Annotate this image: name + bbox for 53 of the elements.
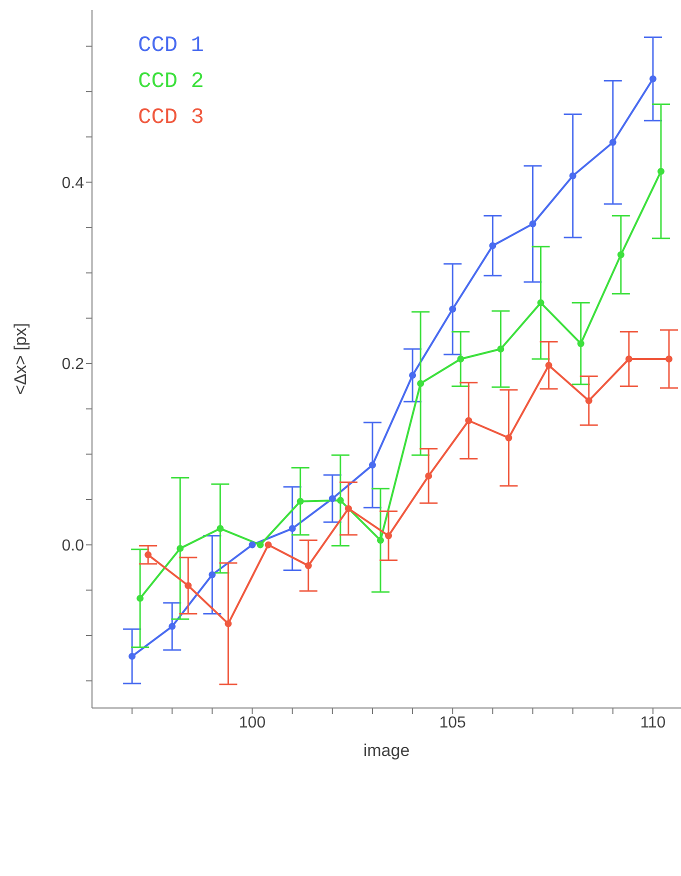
point: [649, 75, 656, 82]
y-tick-label: 0.0: [62, 538, 84, 555]
point: [617, 251, 624, 258]
point: [288, 525, 296, 532]
text: CCD 1: [138, 32, 204, 60]
x-tick-label: 100: [238, 714, 266, 732]
point: [136, 594, 144, 602]
point: [184, 582, 192, 590]
point: [577, 340, 584, 348]
point: [344, 505, 352, 512]
x-axis-title: image: [363, 741, 410, 760]
point: [176, 544, 184, 552]
point: [545, 362, 552, 369]
point: [529, 220, 536, 228]
point: [449, 306, 456, 313]
y-tick-label: 0.4: [62, 174, 84, 192]
point: [336, 496, 344, 504]
point: [328, 495, 336, 502]
point: [208, 571, 216, 578]
point: [625, 356, 632, 362]
point: [417, 380, 424, 387]
point: [569, 172, 576, 180]
point: [216, 525, 224, 532]
point: [296, 498, 304, 505]
point: [144, 551, 152, 558]
point: [368, 462, 376, 469]
point: [128, 652, 136, 660]
text: CCD 3: [138, 104, 204, 132]
point: [465, 417, 472, 424]
point: [457, 356, 464, 362]
point: [168, 622, 176, 630]
point: [505, 434, 512, 442]
point: [224, 620, 232, 628]
point: [585, 397, 592, 404]
point: [256, 541, 264, 548]
x-tick-label: 110: [640, 714, 666, 732]
point: [665, 356, 672, 362]
point: [657, 168, 664, 175]
point: [409, 372, 416, 379]
point: [609, 138, 616, 146]
x-tick-label: 105: [439, 714, 466, 732]
point: [248, 541, 256, 548]
point: [376, 536, 384, 544]
point: [537, 299, 544, 306]
point: [489, 242, 496, 250]
y-tick-label: 0.2: [62, 356, 84, 374]
point: [385, 532, 392, 540]
point: [304, 562, 312, 570]
point: [425, 472, 432, 480]
point: [264, 541, 272, 548]
point: [497, 346, 504, 353]
y-axis-title: <Δx> [px]: [11, 323, 30, 395]
text: CCD 2: [138, 68, 204, 96]
